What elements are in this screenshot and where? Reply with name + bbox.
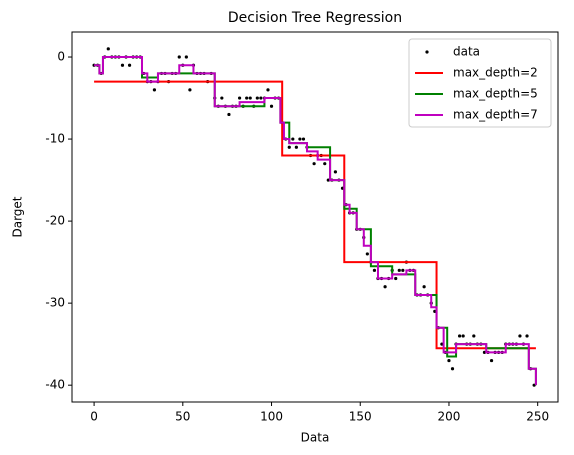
legend-marker	[425, 50, 429, 54]
data-point	[450, 367, 455, 371]
data-point	[365, 252, 369, 256]
legend-label: max_depth=7	[453, 108, 538, 122]
y-tick-label: -30	[45, 296, 65, 310]
chart-title: Decision Tree Regression	[228, 10, 402, 26]
x-tick-label: 100	[260, 410, 283, 424]
x-tick-label: 0	[90, 410, 98, 424]
data-point	[472, 334, 476, 338]
data-point	[301, 137, 306, 141]
data-point	[269, 104, 274, 108]
x-tick-label: 250	[526, 410, 549, 424]
data-point	[127, 63, 132, 67]
x-tick-label: 150	[349, 410, 372, 424]
data-point	[152, 88, 157, 92]
x-tick-label: 50	[175, 410, 190, 424]
plot-frame	[71, 31, 559, 403]
legend-box	[408, 38, 552, 128]
x-axis-label: Data	[301, 431, 330, 445]
data-point	[422, 285, 426, 289]
data-point	[323, 162, 327, 166]
data-point	[266, 88, 270, 92]
legend-label: max_depth=2	[453, 66, 538, 80]
data-point	[237, 96, 242, 100]
y-axis-label: Darget	[11, 196, 25, 237]
data-point	[184, 55, 188, 59]
step-line	[94, 56, 537, 386]
data-point	[518, 334, 522, 338]
data-point	[333, 170, 338, 174]
data-point	[294, 145, 298, 149]
data-point	[372, 268, 377, 272]
data-point	[220, 96, 224, 100]
data-point	[489, 358, 494, 363]
data-point	[188, 88, 192, 92]
data-point	[447, 358, 451, 363]
data-point	[255, 96, 259, 100]
data-point	[177, 55, 181, 59]
x-tick-label: 200	[438, 410, 461, 424]
data-point	[461, 334, 465, 338]
data-point	[394, 276, 398, 281]
data-point	[259, 96, 263, 100]
data-point	[397, 268, 401, 272]
legend-label: data	[453, 45, 480, 59]
y-tick-label: -40	[45, 378, 65, 392]
data-point	[458, 334, 462, 338]
y-tick-label: -20	[45, 214, 65, 228]
data-point	[248, 96, 252, 100]
data-point	[298, 137, 302, 141]
data-point	[227, 112, 231, 117]
data-point	[287, 145, 291, 149]
data-point	[401, 268, 405, 272]
data-point	[120, 63, 125, 67]
y-tick-label: -10	[45, 132, 65, 146]
data-point	[383, 285, 387, 289]
data-point	[291, 137, 295, 141]
data-point	[525, 334, 529, 338]
y-tick-label: 0	[57, 50, 65, 64]
data-point	[312, 162, 316, 166]
data-point	[245, 96, 249, 100]
legend-label: max_depth=5	[453, 87, 538, 101]
data-point	[106, 47, 110, 51]
